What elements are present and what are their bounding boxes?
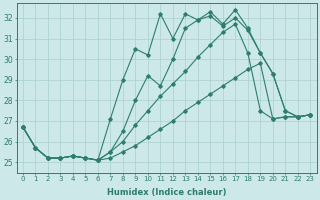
X-axis label: Humidex (Indice chaleur): Humidex (Indice chaleur)	[107, 188, 226, 197]
